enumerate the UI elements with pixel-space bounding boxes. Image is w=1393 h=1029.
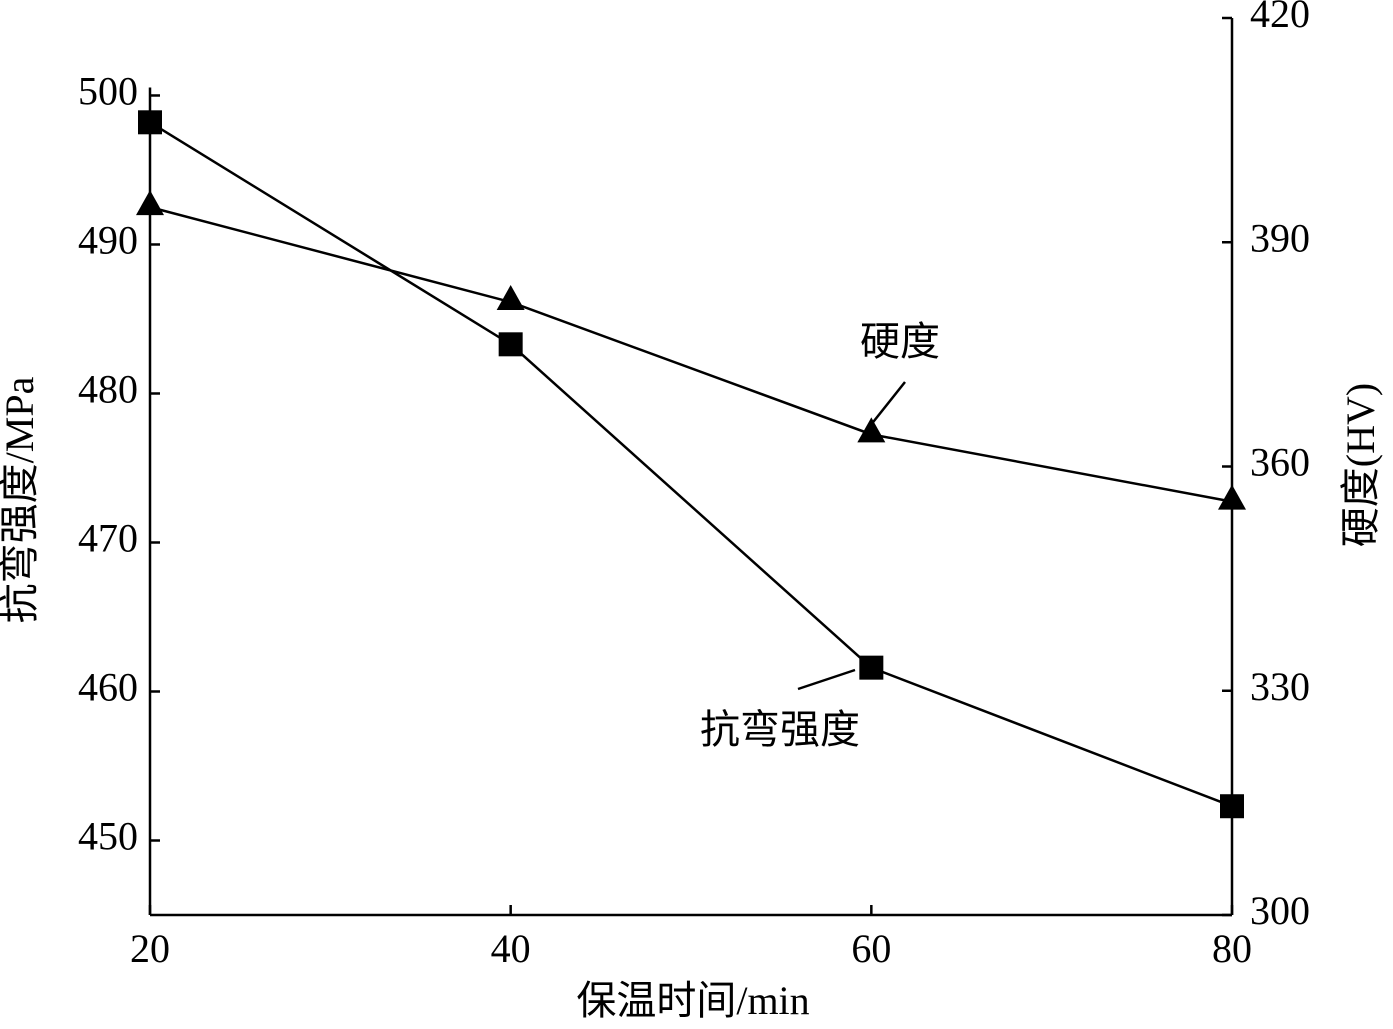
y2-tick-label: 360 bbox=[1250, 440, 1310, 485]
legend-label: 硬度 bbox=[860, 319, 940, 364]
y-tick-label: 500 bbox=[78, 69, 138, 114]
y-tick-label: 450 bbox=[78, 814, 138, 859]
x-tick-label: 40 bbox=[491, 926, 531, 971]
y2-tick-label: 330 bbox=[1250, 664, 1310, 709]
y-tick-label: 490 bbox=[78, 218, 138, 263]
series-line bbox=[149, 205, 1233, 503]
y-tick-label: 460 bbox=[78, 665, 138, 710]
annotation-pointer bbox=[869, 381, 906, 427]
y2-tick-label: 300 bbox=[1250, 888, 1310, 933]
y2-axis-label: 硬度(HV) bbox=[1338, 383, 1383, 547]
x-tick-label: 80 bbox=[1212, 926, 1252, 971]
y-axis-label: 抗弯强度/MPa bbox=[0, 376, 42, 623]
marker bbox=[1220, 794, 1244, 819]
marker bbox=[138, 110, 162, 135]
x-tick-label: 20 bbox=[130, 926, 170, 971]
y2-tick-label: 390 bbox=[1250, 215, 1310, 260]
marker bbox=[136, 190, 164, 216]
marker bbox=[498, 332, 523, 357]
y-tick-label: 480 bbox=[78, 367, 138, 412]
marker bbox=[857, 417, 886, 443]
legend-label: 抗弯强度 bbox=[700, 707, 860, 752]
y-tick-label: 470 bbox=[78, 516, 138, 561]
y2-tick-label: 420 bbox=[1250, 0, 1310, 36]
marker bbox=[1218, 484, 1246, 510]
x-axis-label: 保温时间/min bbox=[576, 978, 809, 1023]
series-line bbox=[149, 121, 1233, 808]
marker bbox=[859, 655, 884, 680]
marker bbox=[496, 285, 525, 311]
annotation-pointer bbox=[797, 668, 856, 691]
x-tick-label: 60 bbox=[851, 926, 891, 971]
